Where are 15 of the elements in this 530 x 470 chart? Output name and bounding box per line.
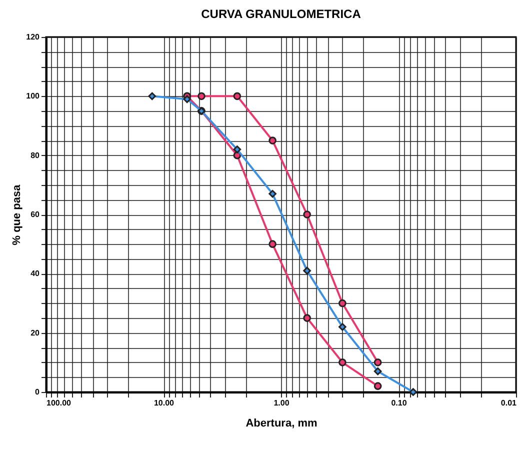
y-tick-label: 80: [30, 150, 40, 160]
x-axis-title: Abertura, mm: [246, 418, 318, 430]
y-tick-label: 100: [26, 92, 40, 101]
x-tick-label: 100.00: [46, 398, 72, 408]
y-tick-label: 40: [30, 269, 40, 278]
chart-title: CURVA GRANULOMETRICA: [201, 7, 362, 21]
y-tick-label: 60: [30, 210, 40, 219]
x-tick-label: 10.00: [154, 398, 175, 408]
y-axis-title: % que pasa: [11, 184, 24, 246]
y-tick-label: 0: [35, 388, 40, 396]
x-tick-label: 1.00: [274, 398, 290, 408]
y-tick-label: 20: [30, 328, 40, 338]
x-tick-label: 0.10: [391, 398, 408, 408]
x-tick-label: 0.01: [500, 398, 518, 408]
y-tick-label: 120: [26, 32, 40, 42]
